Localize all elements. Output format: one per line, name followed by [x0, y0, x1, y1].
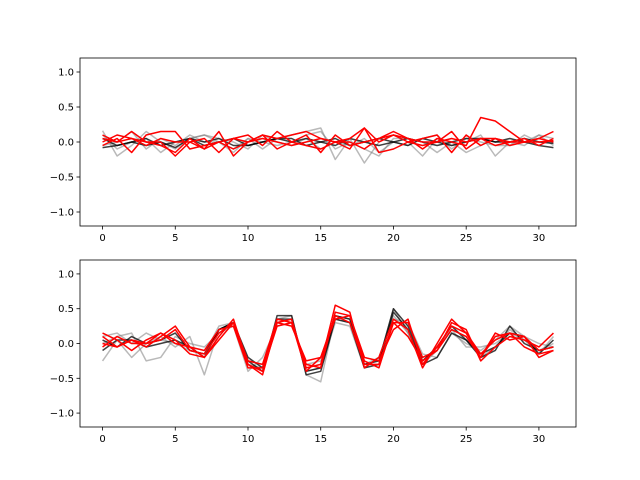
series-group	[101, 116, 554, 164]
y-tick-label: 0.0	[58, 138, 74, 149]
series-line-7	[102, 127, 554, 154]
y-tick-label: −1.0	[50, 409, 74, 420]
series-group	[101, 304, 555, 383]
x-tick-label: 0	[99, 434, 105, 445]
y-tick-label: −0.5	[50, 173, 74, 184]
series-line-8	[102, 314, 554, 369]
y-tick-label: 0.5	[58, 103, 74, 114]
x-tick-label: 30	[533, 233, 546, 244]
y-tick-label: 1.0	[58, 68, 74, 79]
x-tick-label: 0	[99, 233, 105, 244]
series-line-8	[102, 134, 554, 157]
x-tick-label: 5	[172, 434, 178, 445]
x-tick-label: 15	[314, 434, 327, 445]
y-tick-label: −0.5	[50, 374, 74, 385]
series-line-5	[102, 116, 554, 157]
y-tick-label: 0.5	[58, 304, 74, 315]
y-tick-label: −1.0	[50, 208, 74, 219]
x-tick-label: 20	[387, 434, 400, 445]
y-tick-label: 0.0	[58, 339, 74, 350]
x-tick-label: 10	[242, 233, 255, 244]
x-tick-label: 30	[533, 434, 546, 445]
x-tick-label: 5	[172, 233, 178, 244]
x-tick-label: 25	[460, 233, 473, 244]
x-tick-label: 15	[314, 233, 327, 244]
x-tick-label: 10	[242, 434, 255, 445]
x-tick-label: 25	[460, 434, 473, 445]
series-line-7	[102, 311, 554, 373]
subplot-top: 0 5 10 15 20 25 30 −1.0 −0.5 0.0 0.5 1.0	[50, 57, 577, 244]
subplot-bottom: 0 5 10 15 20 25 30 −1.0 −0.5 0.0 0.5 1.0	[50, 259, 577, 445]
x-tick-label: 20	[387, 233, 400, 244]
y-tick-label: 1.0	[58, 269, 74, 280]
